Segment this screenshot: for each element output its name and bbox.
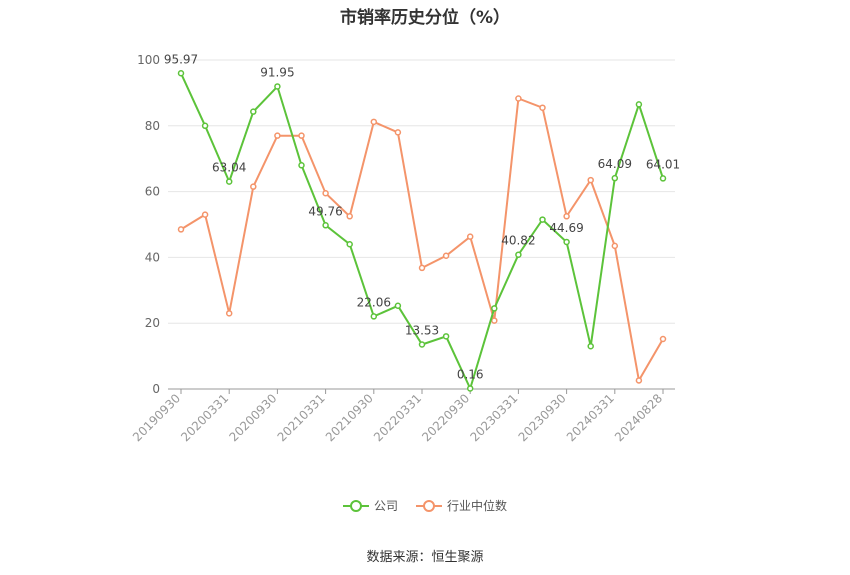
data-point-company <box>250 108 257 115</box>
legend-item-company[interactable]: 公司 <box>342 497 398 514</box>
x-tick-label: 20230331 <box>467 391 520 444</box>
y-tick-label: 60 <box>145 185 160 199</box>
series-line-company <box>180 72 664 392</box>
data-point-industry <box>346 213 353 220</box>
data-point-company <box>563 238 570 246</box>
y-tick-label: 80 <box>145 119 160 133</box>
data-point-company <box>394 302 402 310</box>
data-point-industry <box>274 132 281 139</box>
source-note: 数据来源：恒生聚源 <box>366 550 484 565</box>
data-point-industry <box>418 264 426 272</box>
legend-label-industry: 行业中位数 <box>447 499 508 513</box>
data-label: 44.69 <box>549 221 583 235</box>
x-tick-label: 20210930 <box>323 391 376 444</box>
data-point-industry <box>539 104 546 111</box>
data-point-company <box>418 341 426 348</box>
data-labels: 95.97 63.04 91.95 49.76 22.06 13.53 0.16 40.82 4… <box>164 52 680 381</box>
data-point-industry <box>587 176 594 184</box>
y-tick-label: 0 <box>152 382 160 396</box>
data-label: 49.76 <box>308 204 342 218</box>
legend-item-industry[interactable]: 行业中位数 <box>416 497 507 514</box>
data-point-industry <box>635 377 643 384</box>
data-point-industry <box>201 211 209 218</box>
data-point-industry <box>225 310 233 317</box>
data-point-industry <box>177 226 185 233</box>
data-label: 91.95 <box>260 65 294 79</box>
data-label: 40.82 <box>501 234 535 248</box>
data-point-company <box>515 251 522 258</box>
data-point-industry <box>563 213 570 220</box>
line-chart: 0204060801002019093020200331202009302021… <box>130 52 680 444</box>
data-point-company <box>587 342 594 350</box>
axes: 0204060801002019093020200331202009302021… <box>130 53 675 444</box>
data-point-company <box>491 305 498 312</box>
data-label: 95.97 <box>164 52 198 66</box>
data-point-industry <box>394 129 402 136</box>
data-point-company <box>539 216 546 223</box>
data-label: 64.01 <box>646 157 680 171</box>
data-point-industry <box>250 183 257 190</box>
chart-title: 市销率历史分位（%） <box>339 8 511 28</box>
data-label: 63.04 <box>212 161 246 175</box>
data-point-industry <box>611 242 619 250</box>
data-point-company <box>659 175 667 182</box>
legend-marker-company <box>342 499 369 512</box>
data-label: 0.16 <box>457 367 484 381</box>
y-tick-label: 100 <box>137 53 160 67</box>
data-point-industry <box>322 189 329 197</box>
data-point-industry <box>442 252 450 260</box>
data-point-company <box>442 333 450 340</box>
x-tick-label: 20210331 <box>275 391 328 444</box>
x-tick-label: 20240331 <box>564 391 617 444</box>
data-point-company <box>370 313 378 320</box>
data-point-company <box>322 222 329 229</box>
data-label: 22.06 <box>357 295 391 309</box>
data-point-industry <box>298 132 305 139</box>
x-tick-label: 20240828 <box>612 391 665 444</box>
legend-label-company: 公司 <box>373 499 398 513</box>
legend-marker-industry <box>416 499 442 512</box>
gridlines <box>168 59 675 324</box>
x-tick-label: 20190930 <box>130 391 183 444</box>
x-tick-label: 20200930 <box>226 391 279 444</box>
data-point-company <box>611 174 619 182</box>
x-tick-label: 20220930 <box>419 391 472 444</box>
data-point-industry <box>659 335 667 343</box>
x-tick-label: 20230930 <box>516 391 569 444</box>
data-point-company <box>201 122 209 130</box>
y-tick-label: 20 <box>145 316 160 330</box>
data-point-industry <box>466 233 474 240</box>
series-layer <box>177 70 667 392</box>
series-line-industry <box>180 97 664 384</box>
x-tick-label: 20200331 <box>178 391 231 444</box>
x-tick-label: 20220331 <box>371 391 424 444</box>
data-label: 64.09 <box>598 157 632 171</box>
data-point-company <box>225 178 233 185</box>
data-point-company <box>298 162 305 169</box>
data-point-industry <box>515 95 522 102</box>
data-point-industry <box>491 317 498 324</box>
data-point-company <box>635 101 643 108</box>
y-tick-label: 40 <box>145 250 160 264</box>
data-point-company <box>466 385 474 392</box>
data-point-industry <box>370 118 378 126</box>
data-point-company <box>274 83 281 90</box>
data-label: 13.53 <box>405 323 439 337</box>
data-point-company <box>346 240 353 248</box>
legend: 公司 行业中位数 <box>0 497 850 514</box>
data-point-company <box>177 70 185 77</box>
